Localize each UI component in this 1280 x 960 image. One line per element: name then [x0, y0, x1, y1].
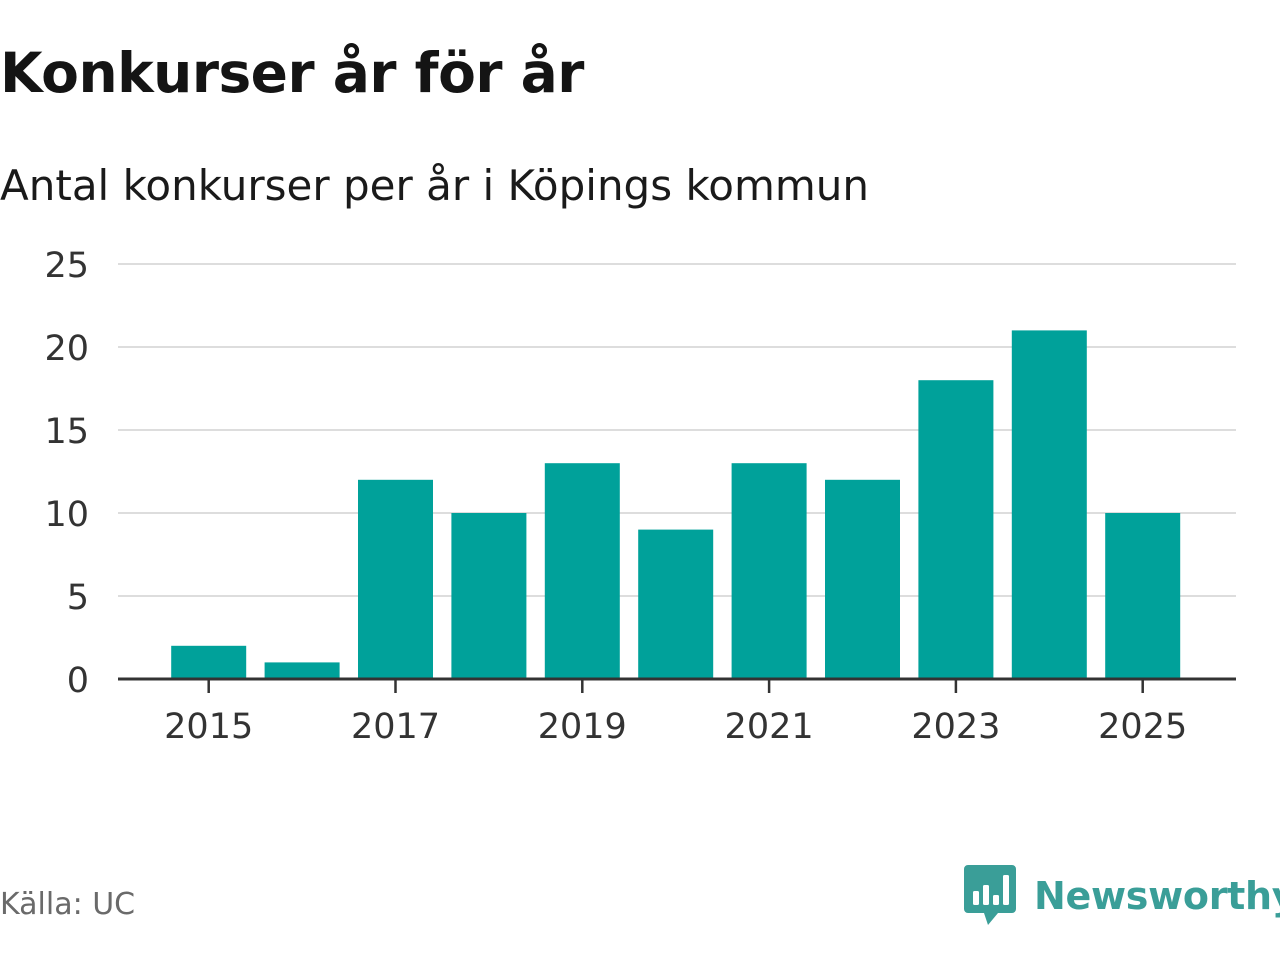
- x-tick-label: 2023: [911, 707, 1000, 747]
- bar-2019: [544, 463, 620, 679]
- newsworthy-logo-icon: [964, 865, 1016, 925]
- x-tick-label: 2019: [538, 707, 627, 747]
- y-tick-label: 25: [44, 246, 89, 286]
- bar-2021: [731, 463, 807, 679]
- bar-2024: [1011, 330, 1087, 679]
- x-tick-label: 2015: [164, 707, 253, 747]
- x-tick-label: 2025: [1098, 707, 1187, 747]
- chart-subtitle: Antal konkurser per år i Köpings kommun: [0, 161, 870, 210]
- y-tick-label: 15: [44, 412, 89, 452]
- bar-2025: [1105, 513, 1181, 679]
- newsworthy-logo: Newsworthy: [964, 864, 1280, 928]
- bars: [171, 330, 1181, 679]
- bar-2015: [171, 645, 247, 679]
- x-tick-label: 2017: [351, 707, 440, 747]
- bar-2017: [358, 479, 433, 679]
- y-tick-label: 10: [44, 495, 89, 535]
- x-tick-label: 2021: [725, 707, 814, 747]
- bar-2023: [918, 380, 994, 679]
- bar-2020: [638, 529, 714, 679]
- source-note: Källa: UC: [0, 887, 136, 922]
- brand-name: Newsworthy: [1034, 874, 1280, 918]
- y-tick-label: 0: [67, 661, 89, 701]
- bar-2018: [451, 513, 527, 679]
- y-tick-label: 5: [67, 578, 89, 618]
- x-axis-ticks: 2015 2017 2019 2021 2023 2025: [164, 679, 1187, 747]
- bar-2016: [264, 662, 340, 679]
- chart-title: Konkurser år för år: [0, 41, 584, 105]
- y-tick-label: 20: [44, 329, 89, 369]
- bar-2022: [825, 479, 900, 679]
- y-axis-ticks: 0 5 10 15 20 25: [44, 246, 89, 701]
